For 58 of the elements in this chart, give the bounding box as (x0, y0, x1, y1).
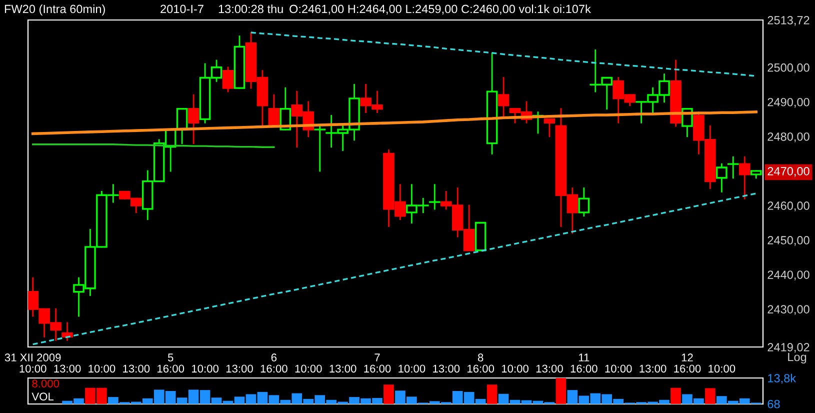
bar (705, 388, 716, 404)
x-tick-label: 5 16:00 (158, 354, 184, 373)
y-tick-label: 2490,00 (768, 98, 810, 108)
x-tick-label: 10:00 (295, 364, 322, 373)
x-tick-label: 6 16:00 (260, 354, 288, 373)
candlestick (532, 112, 544, 134)
x-tick-label: 13:00 (536, 364, 563, 373)
x-tick-label: 13:00 (330, 364, 356, 373)
line-series (32, 192, 757, 346)
chart-title: FW20 (Intra 60min) (4, 4, 105, 16)
y-tick-label: 2513,72 (768, 16, 810, 26)
y-tick-label: 2480,00 (768, 132, 810, 142)
candlestick (738, 156, 750, 200)
y-tick-label: 2440,00 (768, 270, 810, 280)
x-tick-label: 10:00 (192, 364, 219, 373)
text: 13:00:28 thu (218, 4, 283, 14)
y-tick-label: 2460,00 (768, 202, 810, 212)
candlestick (727, 156, 739, 179)
x-tick-label: 7 16:00 (364, 354, 391, 373)
x-tick-label: 10:00 (398, 364, 426, 373)
y-tick-label: 2450,00 (768, 236, 810, 246)
y-tick-label: 68 (768, 400, 780, 408)
y-tick-label: 13,8k (768, 374, 796, 384)
candlestick (222, 66, 234, 92)
text: O:2461,00 H:2464,00 L:2459,00 C:2460,00 vol:1k oi:107k (290, 4, 591, 15)
x-tick-label: 13:00 (226, 364, 253, 373)
x-tick-label: 10:00 (708, 364, 736, 373)
y-tick-label: 2470,00 (768, 167, 810, 177)
y-tick-label: 2419,02 (768, 343, 810, 353)
text: Log (788, 352, 806, 364)
bar (486, 384, 498, 404)
chart-subtitle: 2010-I-7 (160, 4, 204, 14)
x-tick-label: 12 16:00 (674, 354, 701, 373)
candlestick (544, 118, 556, 138)
x-tick-label: 13:00 (123, 364, 150, 373)
x-tick-label: 13:00 (433, 364, 460, 373)
annotation: VOL (32, 392, 54, 400)
candlestick (428, 184, 440, 210)
bar (556, 378, 566, 404)
candlestick (578, 188, 590, 217)
x-tick-label: 8 16:00 (468, 354, 494, 373)
x-tick-label: 10:00 (88, 364, 116, 373)
candlestick (62, 322, 73, 341)
x-tick-label: 13:00 (54, 364, 81, 373)
candlestick (716, 163, 728, 192)
x-tick-label: 13:00 (640, 364, 666, 373)
bar (384, 384, 394, 404)
line-series (250, 32, 757, 77)
x-tick-label: 10:00 (502, 364, 528, 373)
bar (670, 388, 681, 404)
annotation: 8.000 (32, 380, 60, 388)
x-tick-label: 11 16:00 (570, 354, 598, 373)
y-tick-label: 2500,00 (768, 63, 810, 74)
x-tick-label: 10:00 (605, 364, 632, 373)
candlestick (314, 125, 326, 172)
candlestick (188, 94, 200, 144)
y-tick-label: 2430,00 (768, 305, 810, 315)
candlestick (498, 77, 510, 116)
